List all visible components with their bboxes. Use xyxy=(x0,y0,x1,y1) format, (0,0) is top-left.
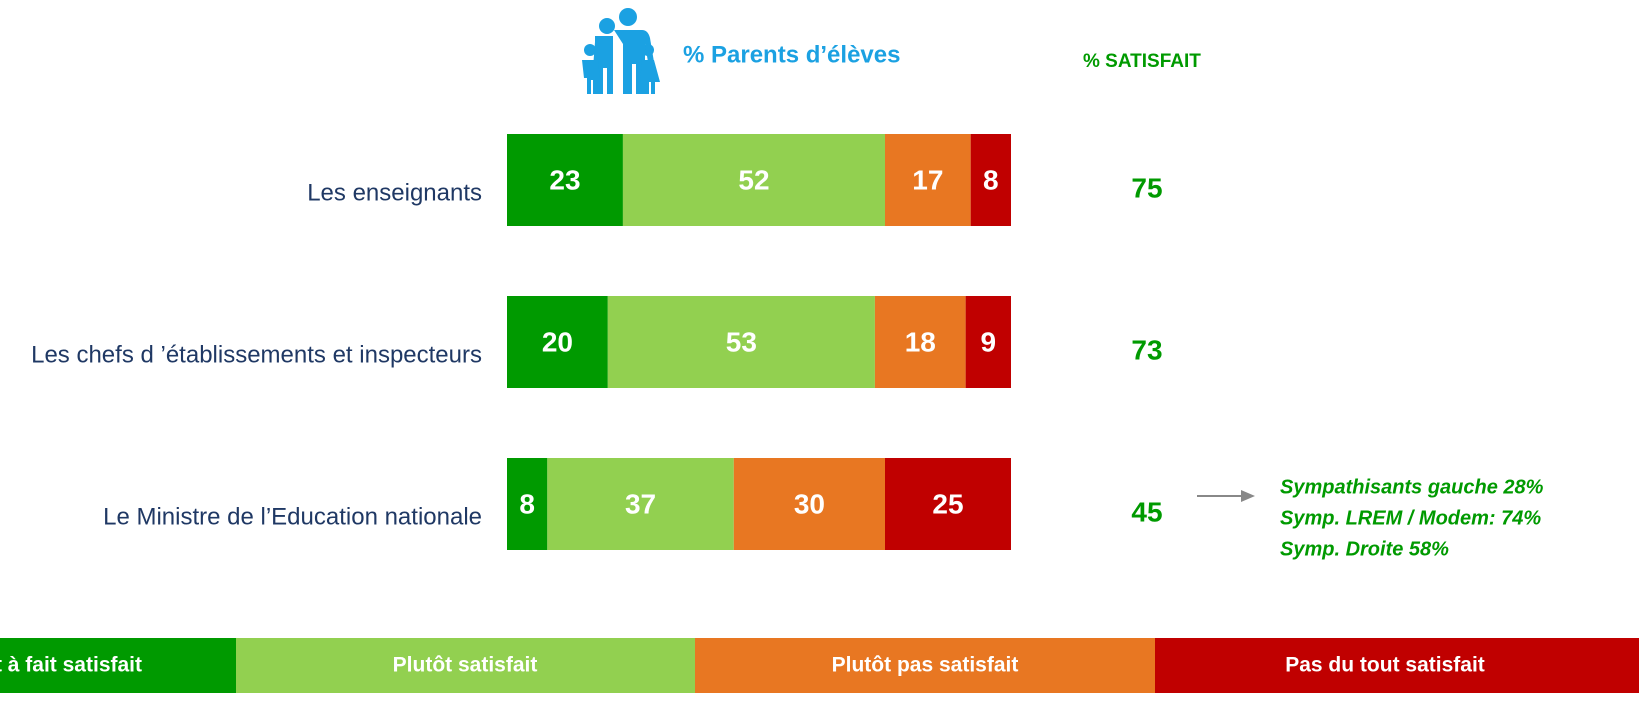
bar-segment xyxy=(507,134,623,226)
annotation: Symp. Droite 58% xyxy=(1280,538,1449,560)
bar-segment xyxy=(733,458,885,550)
legend-label: Tout à fait satisfait xyxy=(0,654,142,677)
legend-label: Plutôt satisfait xyxy=(393,654,538,677)
bar-segment xyxy=(874,296,966,388)
data-label: 18 xyxy=(905,326,936,357)
chart-title: % Parents d’élèves xyxy=(683,41,900,68)
data-label: 37 xyxy=(625,488,656,519)
category-label: Le Ministre de l’Education nationale xyxy=(103,503,482,530)
bar-segment xyxy=(970,134,1011,226)
data-label: 30 xyxy=(794,488,825,519)
data-label: 20 xyxy=(542,326,573,357)
legend-label: Plutôt pas satisfait xyxy=(832,654,1019,677)
annotation: Symp. LREM / Modem: 74% xyxy=(1280,507,1541,529)
legend-swatch xyxy=(695,638,1155,693)
bar-segment xyxy=(507,458,548,550)
legend-swatch xyxy=(1155,638,1639,693)
total-value: 73 xyxy=(1131,334,1162,365)
annotation: Sympathisants gauche 28% xyxy=(1280,476,1544,498)
family-icon xyxy=(582,8,660,94)
data-label: 52 xyxy=(738,164,769,195)
data-label: 25 xyxy=(932,488,963,519)
data-label: 53 xyxy=(726,326,757,357)
total-value: 75 xyxy=(1131,172,1162,203)
category-label: Les chefs d ’établissements et inspecteu… xyxy=(31,341,482,368)
data-label: 8 xyxy=(519,488,535,519)
data-label: 9 xyxy=(981,326,997,357)
total-header: % SATISFAIT xyxy=(1083,51,1201,72)
bar-segment xyxy=(607,296,875,388)
category-label: Les enseignants xyxy=(307,179,482,206)
data-label: 8 xyxy=(983,164,999,195)
total-value: 45 xyxy=(1131,496,1162,527)
bar-segment xyxy=(547,458,734,550)
legend-swatch xyxy=(0,638,236,693)
bar-segment xyxy=(965,296,1011,388)
data-label: 23 xyxy=(549,164,580,195)
bar-segment xyxy=(507,296,608,388)
legend-swatch xyxy=(236,638,695,693)
arrow-head xyxy=(1241,490,1255,502)
bar-segment xyxy=(885,134,971,226)
legend-label: Pas du tout satisfait xyxy=(1285,654,1485,677)
bar-segment xyxy=(885,458,1011,550)
bar-segment xyxy=(622,134,885,226)
data-label: 17 xyxy=(912,164,943,195)
